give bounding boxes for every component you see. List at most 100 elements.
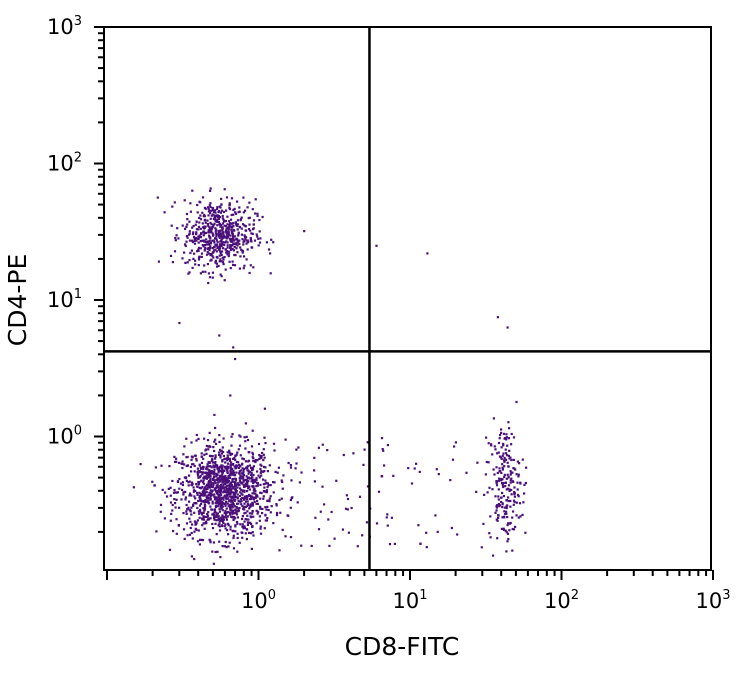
data-point: [193, 237, 196, 241]
data-point: [175, 460, 178, 463]
data-point: [226, 215, 229, 218]
data-point: [212, 562, 215, 565]
data-point: [225, 488, 228, 491]
data-point: [199, 466, 202, 469]
data-point: [205, 241, 208, 244]
data-point: [244, 500, 248, 503]
data-point: [393, 542, 396, 545]
data-point: [495, 481, 498, 485]
data-point: [225, 234, 228, 237]
data-point: [188, 494, 191, 497]
data-point: [219, 252, 222, 255]
data-point: [244, 229, 247, 232]
data-point: [219, 456, 222, 459]
data-point: [222, 247, 225, 250]
data-point: [181, 466, 184, 470]
data-point: [504, 481, 507, 485]
data-point: [258, 457, 261, 460]
data-point: [184, 496, 187, 499]
data-point: [226, 244, 229, 247]
data-point: [289, 506, 292, 509]
data-point: [220, 475, 223, 478]
data-point: [215, 533, 218, 536]
data-point: [449, 479, 452, 482]
data-point: [255, 485, 258, 488]
data-point: [188, 259, 191, 262]
data-point: [505, 438, 508, 441]
data-point: [453, 445, 456, 448]
data-point: [248, 507, 251, 510]
data-point: [227, 232, 230, 235]
data-point: [233, 465, 236, 468]
data-point: [231, 506, 234, 509]
data-point: [219, 475, 222, 478]
data-point: [185, 479, 188, 482]
data-point: [247, 518, 250, 521]
data-point: [215, 233, 218, 236]
data-point: [188, 480, 191, 483]
data-point: [251, 429, 254, 432]
data-point: [225, 518, 228, 521]
data-point: [197, 482, 200, 485]
data-point: [199, 538, 202, 541]
data-point: [415, 462, 418, 465]
data-point: [510, 493, 513, 496]
data-point: [191, 189, 194, 192]
data-point: [244, 225, 247, 228]
data-point: [269, 272, 272, 275]
x-tick-label: 100: [241, 588, 276, 613]
data-point: [265, 508, 268, 511]
data-point: [207, 518, 211, 521]
data-point: [197, 264, 200, 267]
data-point: [508, 427, 511, 430]
data-point: [192, 490, 195, 493]
data-point: [243, 525, 246, 528]
data-point: [196, 493, 199, 496]
data-point: [240, 248, 243, 251]
data-point: [253, 481, 256, 484]
data-point: [264, 506, 267, 509]
data-point: [221, 524, 224, 528]
data-point: [220, 253, 223, 256]
data-point: [234, 357, 237, 361]
data-point: [196, 472, 199, 475]
data-point: [260, 491, 263, 495]
data-point: [494, 448, 497, 451]
data-point: [202, 239, 205, 242]
data-point: [204, 231, 207, 234]
data-point: [186, 534, 189, 537]
data-point: [187, 508, 190, 511]
data-point: [290, 497, 293, 500]
data-point: [515, 400, 518, 404]
data-point: [505, 507, 508, 510]
data-point: [225, 484, 228, 487]
data-point: [201, 211, 204, 214]
data-point: [218, 210, 221, 213]
data-point: [235, 490, 238, 494]
data-point: [214, 442, 218, 445]
data-point: [156, 196, 159, 199]
data-point: [216, 208, 219, 211]
data-point: [222, 210, 226, 214]
data-point: [197, 529, 200, 532]
data-point: [516, 488, 519, 491]
data-point: [512, 503, 515, 506]
data-point: [426, 252, 429, 255]
data-point: [250, 232, 253, 235]
data-point: [207, 240, 210, 243]
data-point: [507, 421, 510, 424]
data-point: [515, 514, 518, 517]
data-point: [518, 462, 521, 465]
data-point: [454, 441, 457, 444]
data-point: [208, 470, 211, 473]
data-point: [222, 475, 225, 478]
data-point: [363, 448, 366, 451]
data-point: [198, 512, 201, 515]
data-point: [346, 508, 349, 511]
data-point: [207, 207, 210, 210]
data-point: [217, 481, 220, 484]
data-point: [241, 489, 244, 492]
data-point: [171, 261, 174, 264]
data-point: [217, 215, 220, 218]
data-point: [510, 443, 513, 446]
